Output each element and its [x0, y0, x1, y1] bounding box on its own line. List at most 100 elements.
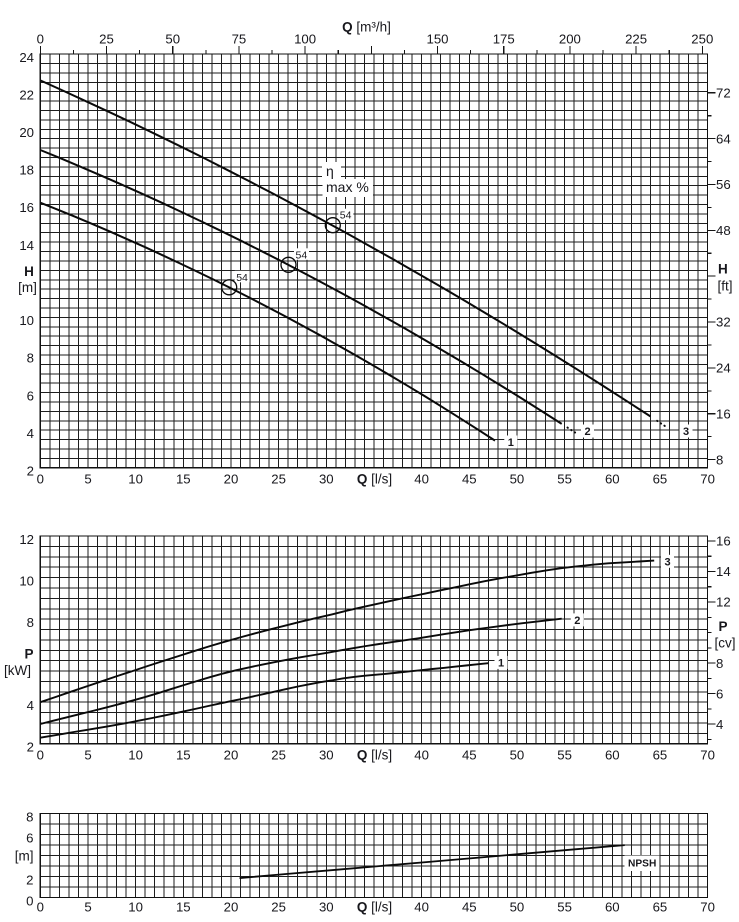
svg-text:65: 65	[653, 748, 668, 763]
svg-text:4: 4	[27, 698, 34, 713]
svg-text:3: 3	[664, 556, 670, 568]
svg-text:Q [l/s]: Q [l/s]	[357, 900, 392, 915]
svg-text:30: 30	[319, 900, 334, 915]
svg-text:8: 8	[26, 809, 33, 824]
svg-text:[kW]: [kW]	[4, 663, 31, 678]
svg-text:Q [l/s]: Q [l/s]	[357, 472, 392, 487]
svg-text:65: 65	[653, 900, 668, 915]
svg-text:15: 15	[176, 900, 191, 915]
svg-text:25: 25	[271, 472, 286, 487]
svg-text:75: 75	[232, 32, 247, 47]
svg-text:4: 4	[27, 426, 34, 441]
svg-text:15: 15	[176, 472, 191, 487]
svg-text:16: 16	[716, 534, 731, 549]
svg-text:0: 0	[37, 32, 44, 47]
svg-text:0: 0	[37, 900, 44, 915]
svg-text:64: 64	[716, 131, 731, 146]
svg-text:8: 8	[716, 452, 723, 467]
svg-text:60: 60	[605, 748, 620, 763]
svg-text:[cv]: [cv]	[715, 636, 736, 651]
svg-text:54: 54	[296, 249, 308, 261]
svg-text:18: 18	[19, 163, 34, 178]
svg-text:20: 20	[224, 472, 239, 487]
svg-text:200: 200	[559, 32, 581, 47]
svg-text:25: 25	[271, 900, 286, 915]
svg-text:150: 150	[426, 32, 448, 47]
svg-text:60: 60	[605, 472, 620, 487]
svg-text:24: 24	[19, 50, 34, 65]
svg-text:50: 50	[510, 748, 525, 763]
svg-text:NPSH: NPSH	[628, 858, 656, 869]
svg-text:55: 55	[557, 748, 572, 763]
svg-text:24: 24	[716, 361, 731, 376]
svg-text:20: 20	[224, 900, 239, 915]
svg-text:3: 3	[683, 426, 689, 438]
svg-text:[m]: [m]	[18, 280, 37, 295]
svg-text:8: 8	[27, 615, 34, 630]
svg-text:P: P	[719, 619, 728, 634]
svg-text:5: 5	[84, 472, 91, 487]
svg-text:max %: max %	[326, 179, 369, 195]
svg-text:η: η	[326, 163, 334, 179]
svg-text:Q [l/s]: Q [l/s]	[357, 748, 392, 763]
svg-text:0: 0	[37, 472, 44, 487]
svg-text:2: 2	[27, 739, 34, 754]
svg-text:72: 72	[716, 85, 731, 100]
svg-text:45: 45	[462, 900, 477, 915]
svg-text:15: 15	[176, 748, 191, 763]
svg-text:0: 0	[26, 893, 33, 908]
svg-text:54: 54	[236, 272, 248, 284]
svg-text:[ft]: [ft]	[718, 279, 733, 294]
svg-text:8: 8	[716, 656, 723, 671]
svg-text:100: 100	[294, 32, 316, 47]
svg-text:56: 56	[716, 177, 731, 192]
svg-text:50: 50	[510, 472, 525, 487]
svg-text:2: 2	[26, 872, 33, 887]
svg-text:250: 250	[691, 32, 713, 47]
svg-text:16: 16	[716, 406, 731, 421]
svg-text:25: 25	[271, 748, 286, 763]
svg-text:40: 40	[414, 748, 429, 763]
svg-text:14: 14	[716, 564, 731, 579]
svg-text:30: 30	[319, 472, 334, 487]
svg-text:55: 55	[557, 900, 572, 915]
svg-text:2: 2	[574, 615, 580, 627]
svg-text:22: 22	[19, 87, 34, 102]
svg-text:10: 10	[128, 900, 143, 915]
svg-text:25: 25	[99, 32, 114, 47]
svg-text:14: 14	[19, 238, 34, 253]
svg-text:40: 40	[414, 472, 429, 487]
svg-text:1: 1	[508, 437, 514, 449]
svg-text:175: 175	[493, 32, 515, 47]
svg-text:32: 32	[716, 315, 731, 330]
svg-text:6: 6	[716, 686, 723, 701]
svg-text:[m]: [m]	[15, 848, 34, 863]
svg-text:65: 65	[653, 472, 668, 487]
svg-text:Q [m³/h]: Q [m³/h]	[342, 20, 391, 35]
svg-text:70: 70	[700, 472, 715, 487]
svg-text:P: P	[24, 647, 33, 662]
svg-text:5: 5	[84, 748, 91, 763]
svg-text:54: 54	[340, 210, 352, 222]
svg-text:10: 10	[128, 748, 143, 763]
svg-text:4: 4	[716, 717, 723, 732]
svg-text:2: 2	[584, 426, 590, 438]
svg-text:30: 30	[319, 748, 334, 763]
svg-text:10: 10	[128, 472, 143, 487]
svg-text:10: 10	[19, 313, 34, 328]
svg-text:12: 12	[19, 532, 34, 547]
svg-text:8: 8	[27, 351, 34, 366]
svg-text:12: 12	[716, 595, 731, 610]
svg-text:0: 0	[37, 748, 44, 763]
svg-text:50: 50	[165, 32, 180, 47]
svg-text:6: 6	[26, 830, 33, 845]
svg-text:1: 1	[498, 657, 504, 669]
svg-text:16: 16	[19, 200, 34, 215]
svg-text:H: H	[718, 261, 728, 276]
svg-text:55: 55	[557, 472, 572, 487]
svg-text:48: 48	[716, 223, 731, 238]
svg-text:2: 2	[27, 464, 34, 479]
svg-text:70: 70	[700, 748, 715, 763]
svg-text:225: 225	[625, 32, 647, 47]
svg-text:50: 50	[510, 900, 525, 915]
